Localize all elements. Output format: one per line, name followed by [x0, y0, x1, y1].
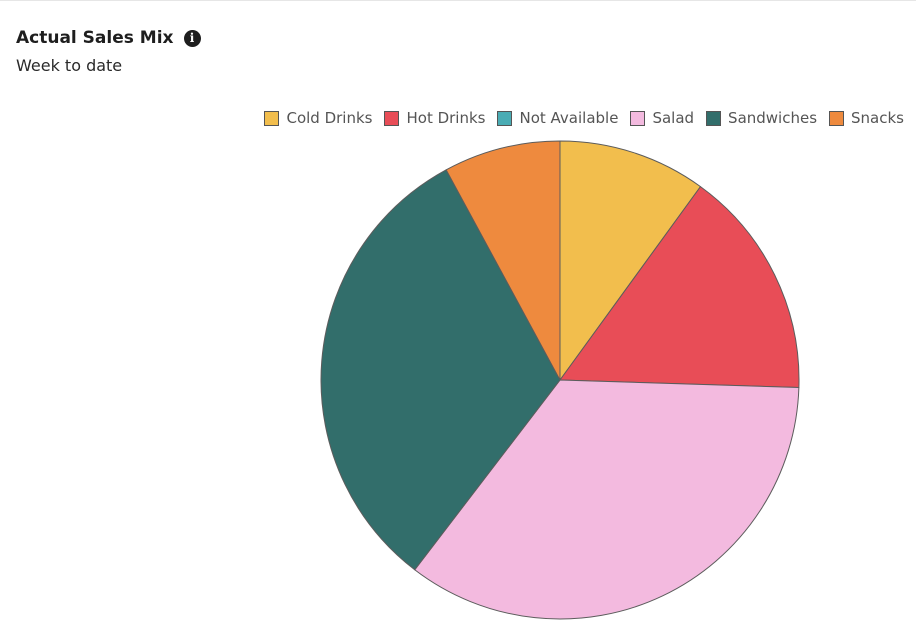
chart-subtitle: Week to date: [16, 56, 123, 75]
info-icon[interactable]: i: [183, 29, 201, 47]
legend-swatch-snacks: [829, 110, 845, 126]
legend-label-cold-drinks: Cold Drinks: [286, 109, 373, 127]
legend-swatch-cold-drinks: [264, 110, 280, 126]
legend-label-hot-drinks: Hot Drinks: [406, 109, 486, 127]
legend-swatch-hot-drinks: [384, 110, 400, 126]
legend-label-snacks: Snacks: [851, 109, 904, 127]
chart-legend: Cold Drinks Hot Drinks Not Available Salad S…: [264, 108, 904, 128]
legend-label-salad: Salad: [652, 109, 695, 127]
pie-slice-cold-drinks[interactable]: [559, 140, 701, 381]
legend-swatch-not-available: [497, 110, 513, 126]
legend-item-not-available[interactable]: Not Available: [497, 108, 618, 128]
legend-item-hot-drinks[interactable]: Hot Drinks: [384, 108, 485, 128]
pie-slice-salad[interactable]: [414, 379, 800, 620]
pie-slice-hot-drinks[interactable]: [559, 186, 800, 389]
legend-swatch-salad: [630, 110, 646, 126]
legend-item-cold-drinks[interactable]: Cold Drinks: [264, 108, 372, 128]
legend-item-salad[interactable]: Salad: [630, 108, 694, 128]
legend-label-sandwiches: Sandwiches: [728, 109, 818, 127]
legend-swatch-sandwiches: [706, 110, 722, 126]
legend-item-sandwiches[interactable]: Sandwiches: [706, 108, 817, 128]
title-row: Actual Sales Mix i: [16, 26, 201, 50]
chart-header: Actual Sales Mix i Week to date: [16, 26, 201, 75]
top-divider: [0, 0, 916, 1]
legend-label-not-available: Not Available: [519, 109, 619, 127]
legend-item-snacks[interactable]: Snacks: [829, 108, 904, 128]
chart-title: Actual Sales Mix: [16, 28, 174, 48]
pie-slice-snacks[interactable]: [445, 140, 561, 381]
